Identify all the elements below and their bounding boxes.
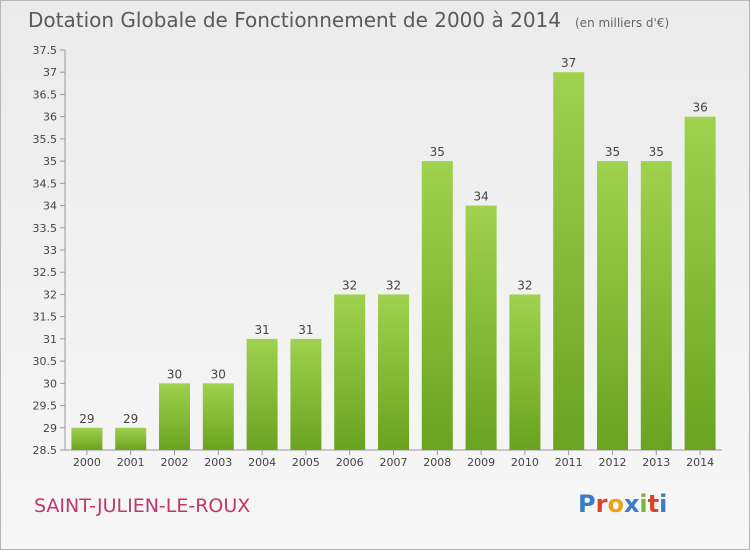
x-tick-label: 2014: [686, 456, 714, 469]
x-tick-label: 2006: [336, 456, 364, 469]
chart-unit: (en milliers d'€): [575, 16, 670, 30]
bar-value-label: 31: [254, 323, 269, 337]
bar-value-label: 32: [342, 278, 357, 292]
logo-letter: t: [647, 490, 660, 518]
y-tick-label: 33: [43, 244, 57, 257]
y-tick-label: 36: [43, 111, 57, 124]
bar-2000: [71, 427, 103, 450]
bars: 29 29 30 30 31 31 32 32 35 34 32 37 35 35 36: [71, 56, 716, 451]
y-tick-label: 37: [43, 66, 57, 79]
x-tick-label: 2008: [423, 456, 451, 469]
logo-letter: P: [578, 490, 596, 518]
bar-value-label: 36: [692, 101, 707, 115]
logo-letter: i: [639, 490, 648, 518]
y-tick-label: 31.5: [33, 311, 58, 324]
bar-2014: [684, 116, 716, 451]
x-tick-label: 2003: [204, 456, 232, 469]
bar-2012: [597, 161, 628, 450]
y-axis: 28.5 29 29.5 30 30.5 31 31.5 32 32.5 33 33.5 34 34.5…: [33, 44, 66, 457]
x-tick-label: 2007: [380, 456, 408, 469]
bar-2002: [159, 383, 190, 450]
y-tick-label: 30.5: [33, 355, 58, 368]
bar-value-label: 31: [298, 323, 313, 337]
y-tick-label: 28.5: [33, 444, 58, 457]
logo-letter: x: [623, 490, 640, 518]
commune-name: SAINT-JULIEN-LE-ROUX: [34, 495, 251, 517]
bar-2005: [290, 338, 322, 450]
x-tick-label: 2004: [248, 456, 276, 469]
x-tick-label: 2002: [161, 456, 189, 469]
y-tick-label: 35.5: [33, 133, 58, 146]
x-tick-label: 2005: [292, 456, 320, 469]
y-tick-label: 29: [43, 422, 57, 435]
x-axis: 2000 2001 2002 2003 2004 2005 2006 2007 2008 2009…: [65, 449, 722, 469]
x-tick-label: 2001: [117, 456, 145, 469]
bar-2013: [640, 161, 672, 450]
bar-value-label: 29: [79, 412, 94, 426]
bar-value-label: 29: [123, 412, 138, 426]
logo-letter: r: [595, 490, 608, 518]
bar-2004: [246, 338, 278, 450]
x-tick-label: 2013: [642, 456, 670, 469]
y-tick-label: 33.5: [33, 222, 58, 235]
bar-2001: [115, 427, 147, 450]
x-tick-label: 2011: [555, 456, 583, 469]
y-tick-label: 31: [43, 333, 57, 346]
x-tick-label: 2010: [511, 456, 539, 469]
bar-2008: [421, 161, 453, 450]
bar-value-label: 34: [473, 190, 488, 204]
bar-value-label: 30: [167, 367, 182, 381]
x-tick-label: 2009: [467, 456, 495, 469]
y-tick-label: 34.5: [33, 177, 58, 190]
y-tick-label: 30: [43, 377, 57, 390]
y-tick-label: 32.5: [33, 266, 58, 279]
bar-value-label: 37: [561, 56, 576, 70]
y-tick-label: 35: [43, 155, 57, 168]
bar-2010: [509, 294, 541, 450]
bar-2007: [378, 294, 409, 450]
bar-2006: [334, 294, 366, 450]
y-tick-label: 34: [43, 200, 57, 213]
y-tick-label: 32: [43, 288, 57, 301]
bar-value-label: 35: [430, 145, 445, 159]
y-tick-label: 36.5: [33, 88, 58, 101]
x-tick-label: 2000: [73, 456, 101, 469]
x-tick-label: 2012: [599, 456, 627, 469]
y-tick-label: 29.5: [33, 400, 58, 413]
bar-value-label: 35: [605, 145, 620, 159]
bar-value-label: 35: [649, 145, 664, 159]
title-row: Dotation Globale de Fonctionnement de 20…: [28, 8, 669, 32]
bar-2009: [465, 205, 497, 450]
bar-value-label: 32: [517, 278, 532, 292]
y-tick-label: 37.5: [33, 44, 58, 57]
logo-letter: i: [659, 490, 668, 518]
bar-value-label: 30: [211, 367, 226, 381]
bar-value-label: 32: [386, 278, 401, 292]
logo-letter: o: [607, 490, 624, 518]
bar-2011: [553, 72, 585, 450]
bar-2003: [202, 383, 234, 450]
chart-title: Dotation Globale de Fonctionnement de 20…: [28, 8, 561, 32]
proxiti-logo: Proxiti: [578, 490, 667, 518]
